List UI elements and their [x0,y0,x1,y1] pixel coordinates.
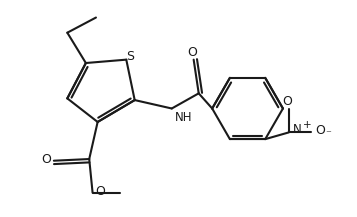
Text: ⁻: ⁻ [325,129,331,139]
Text: O: O [187,46,197,59]
Text: O: O [41,153,51,166]
Text: S: S [126,51,134,63]
Text: N: N [293,123,302,136]
Text: NH: NH [175,111,192,124]
Text: O: O [282,95,292,108]
Text: +: + [303,120,312,130]
Text: O: O [315,124,325,137]
Text: O: O [95,184,105,197]
